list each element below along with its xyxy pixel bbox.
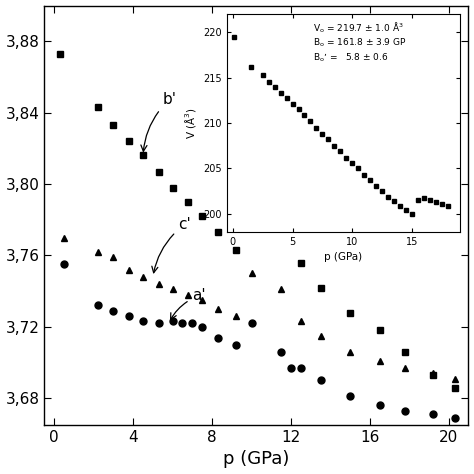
Text: c': c' bbox=[152, 217, 191, 273]
Text: b': b' bbox=[141, 92, 177, 151]
X-axis label: p (GPa): p (GPa) bbox=[223, 450, 290, 468]
Text: a': a' bbox=[171, 288, 206, 319]
